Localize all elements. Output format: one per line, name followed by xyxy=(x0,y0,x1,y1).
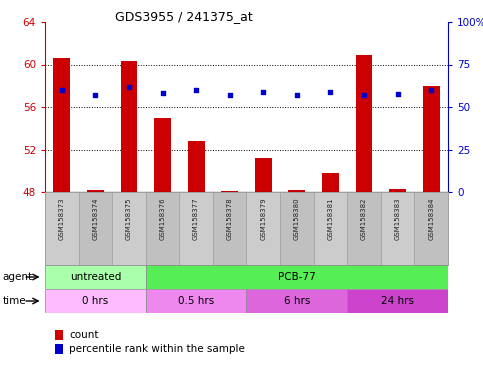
Bar xyxy=(313,192,347,265)
Bar xyxy=(87,190,104,192)
Text: GSM158378: GSM158378 xyxy=(227,198,233,240)
Text: time: time xyxy=(2,296,26,306)
Text: GDS3955 / 241375_at: GDS3955 / 241375_at xyxy=(114,10,253,23)
Text: GSM158377: GSM158377 xyxy=(193,198,199,240)
Point xyxy=(427,87,435,93)
Bar xyxy=(246,192,280,265)
Text: 0 hrs: 0 hrs xyxy=(82,296,109,306)
Bar xyxy=(79,192,112,265)
Bar xyxy=(280,192,313,265)
Bar xyxy=(347,192,381,265)
Text: 24 hrs: 24 hrs xyxy=(381,296,414,306)
Bar xyxy=(54,58,70,192)
Point xyxy=(125,84,133,90)
Bar xyxy=(221,191,238,192)
Bar xyxy=(423,86,440,192)
Text: 6 hrs: 6 hrs xyxy=(284,296,310,306)
Bar xyxy=(188,141,204,192)
Text: GSM158380: GSM158380 xyxy=(294,198,300,240)
Bar xyxy=(381,192,414,265)
Text: count: count xyxy=(69,330,99,340)
Bar xyxy=(414,192,448,265)
Text: PCB-77: PCB-77 xyxy=(278,272,316,282)
Bar xyxy=(246,289,347,313)
Bar xyxy=(146,265,448,289)
Bar xyxy=(347,289,448,313)
Text: percentile rank within the sample: percentile rank within the sample xyxy=(69,344,245,354)
Bar xyxy=(112,192,146,265)
Bar xyxy=(146,192,179,265)
Bar xyxy=(213,192,246,265)
Bar xyxy=(121,61,137,192)
Text: GSM158383: GSM158383 xyxy=(395,198,400,240)
Text: GSM158375: GSM158375 xyxy=(126,198,132,240)
Text: GSM158373: GSM158373 xyxy=(59,198,65,240)
Point xyxy=(327,89,334,95)
Point xyxy=(58,87,66,93)
Text: GSM158384: GSM158384 xyxy=(428,198,434,240)
Bar xyxy=(179,192,213,265)
Text: GSM158381: GSM158381 xyxy=(327,198,333,240)
Bar xyxy=(389,189,406,192)
Bar xyxy=(255,158,271,192)
Text: GSM158374: GSM158374 xyxy=(92,198,99,240)
Point xyxy=(192,87,200,93)
Text: GSM158379: GSM158379 xyxy=(260,198,266,240)
Point xyxy=(360,92,368,98)
Point xyxy=(226,92,234,98)
Text: GSM158376: GSM158376 xyxy=(159,198,166,240)
Bar xyxy=(154,118,171,192)
Bar xyxy=(355,55,372,192)
Point xyxy=(259,89,267,95)
Text: 0.5 hrs: 0.5 hrs xyxy=(178,296,214,306)
Bar xyxy=(146,289,246,313)
Text: GSM158382: GSM158382 xyxy=(361,198,367,240)
Point xyxy=(394,91,401,97)
Bar xyxy=(288,190,305,192)
Point xyxy=(293,92,301,98)
Bar xyxy=(45,265,146,289)
Text: agent: agent xyxy=(2,272,32,282)
Bar xyxy=(322,173,339,192)
Bar xyxy=(45,289,146,313)
Text: untreated: untreated xyxy=(70,272,121,282)
Point xyxy=(91,92,99,98)
Bar xyxy=(45,192,79,265)
Point xyxy=(159,89,167,96)
